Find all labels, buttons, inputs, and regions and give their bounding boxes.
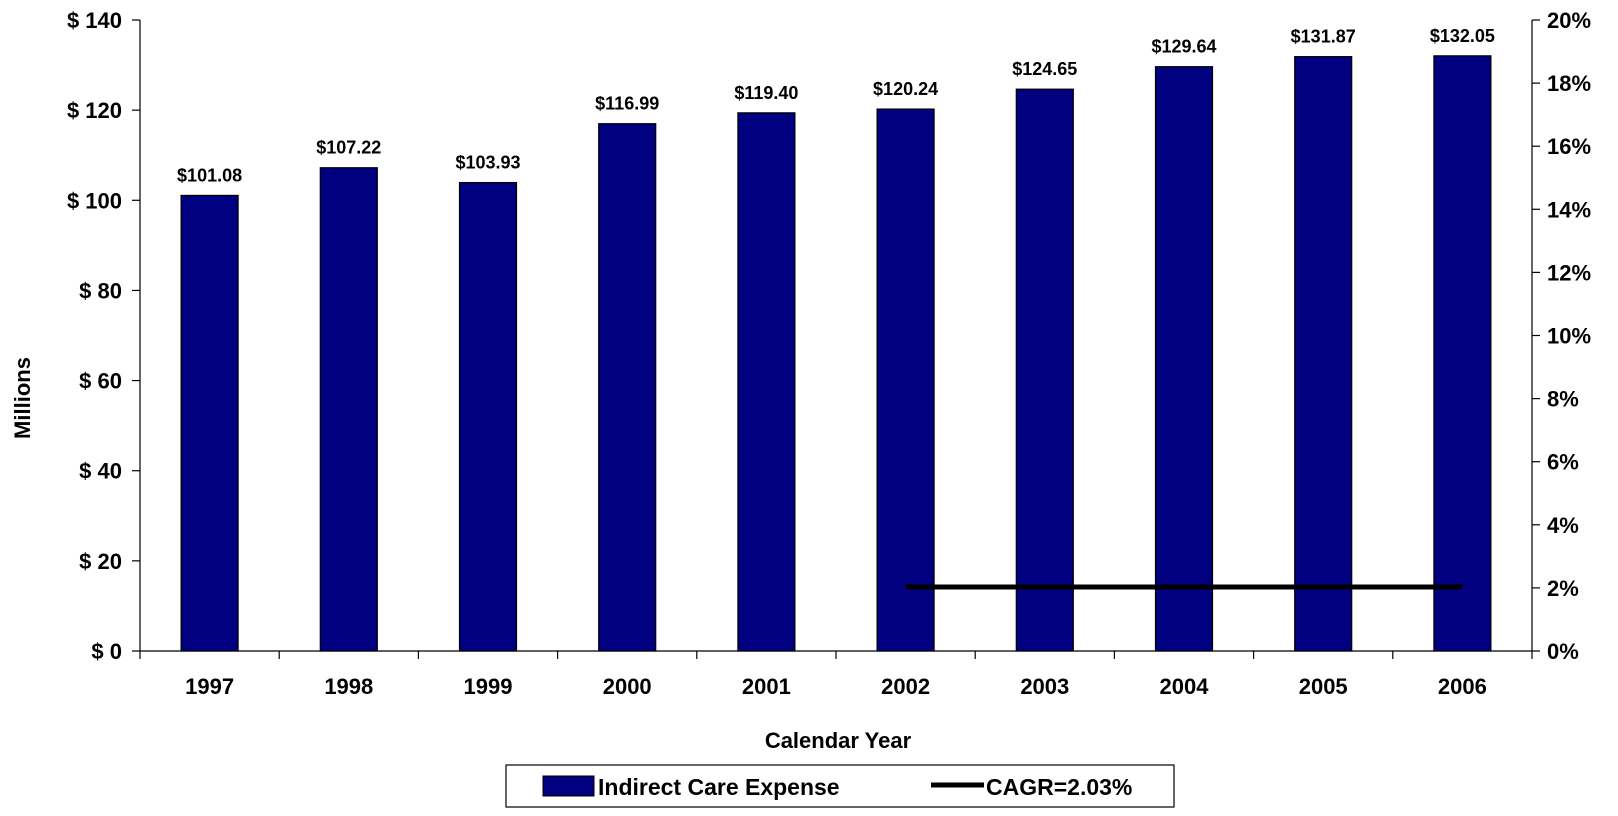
y-right-tick-label: 8% <box>1547 387 1579 412</box>
y-left-tick-label: $ 60 <box>79 369 122 394</box>
data-labels: $101.08 $107.22 $103.93 $116.99 $119.40 $120.… <box>177 26 1495 186</box>
y-right-tick-label: 20% <box>1547 8 1591 33</box>
y-right-tick-label: 4% <box>1547 513 1579 538</box>
x-tick-label: 2003 <box>1020 674 1069 699</box>
bar <box>1433 55 1492 652</box>
x-axis-title: Calendar Year <box>765 728 912 753</box>
bar <box>458 181 518 652</box>
y-left-tick-label: $ 100 <box>67 188 122 213</box>
bar-value-label: $101.08 <box>177 165 242 185</box>
bar <box>319 167 378 652</box>
bars <box>180 55 1492 652</box>
y-right-tick-label: 2% <box>1547 576 1579 601</box>
y-right-tick-label: 18% <box>1547 71 1591 96</box>
x-tick-label: 2002 <box>881 674 930 699</box>
y-left-tick-label: $ 0 <box>91 639 122 664</box>
bar <box>737 112 796 652</box>
bar-value-label: $119.40 <box>734 83 798 103</box>
bar <box>1154 66 1214 652</box>
y-right-tick-label: 16% <box>1547 134 1591 159</box>
y-left-tick-label: $ 140 <box>67 8 122 33</box>
x-tick-label: 2000 <box>603 674 652 699</box>
y-right-tick-label: 12% <box>1547 260 1591 285</box>
bar-value-label: $129.64 <box>1151 37 1216 57</box>
bar-value-label: $132.05 <box>1430 26 1495 46</box>
x-tick-label: 2006 <box>1438 674 1487 699</box>
x-tick-label: 2005 <box>1299 674 1348 699</box>
bar <box>876 108 935 652</box>
y-left-tick-label: $ 80 <box>79 278 122 303</box>
y-right-tick-label: 6% <box>1547 450 1579 475</box>
x-tick-label: 1997 <box>185 674 234 699</box>
bar-value-label: $107.22 <box>316 138 381 158</box>
y-axis-title: Millions <box>10 357 35 439</box>
bar-value-label: $124.65 <box>1012 59 1077 79</box>
bar-value-label: $120.24 <box>873 79 938 99</box>
y-left-tick-label: $ 20 <box>79 549 122 574</box>
x-tick-label: 2001 <box>742 674 791 699</box>
y-right-tick-label: 0% <box>1547 639 1579 664</box>
bar-value-label: $116.99 <box>595 94 659 114</box>
bar <box>180 194 239 652</box>
y-right-tick-label: 14% <box>1547 197 1591 222</box>
tick-labels: $ 0 $ 20 $ 40 $ 60 $ 80 $ 100 $ 120 $ 140 0% 2% 4%… <box>67 8 1591 699</box>
bar-value-label: $103.93 <box>455 153 520 173</box>
bar <box>1294 56 1353 652</box>
y-left-tick-label: $ 40 <box>79 459 122 484</box>
y-left-tick-label: $ 120 <box>67 98 122 123</box>
bar-value-label: $131.87 <box>1291 27 1356 47</box>
bar <box>598 123 657 652</box>
legend-line-label: CAGR=2.03% <box>986 774 1132 800</box>
legend-bar-label: Indirect Care Expense <box>598 774 840 800</box>
legend-box <box>505 764 1175 808</box>
legend: Indirect Care Expense CAGR=2.03% <box>505 764 1175 808</box>
legend-bar-swatch <box>542 775 595 797</box>
x-tick-label: 1998 <box>324 674 373 699</box>
bar <box>1015 88 1074 652</box>
x-tick-label: 2004 <box>1160 674 1210 699</box>
x-tick-label: 1999 <box>464 674 513 699</box>
y-right-tick-label: 10% <box>1547 324 1591 349</box>
